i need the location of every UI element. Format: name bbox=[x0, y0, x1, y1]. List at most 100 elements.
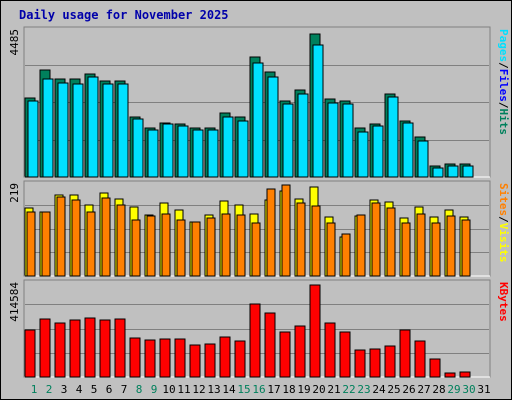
bar-kbytes-day-5 bbox=[84, 317, 96, 378]
bar-pages-day-9 bbox=[147, 129, 159, 178]
x-tick-day-14: 14 bbox=[222, 383, 236, 396]
bar-kbytes-day-2 bbox=[39, 318, 51, 378]
bar-kbytes-day-7 bbox=[114, 318, 126, 378]
bar-pages-day-13 bbox=[207, 129, 219, 178]
bar-sites-day-11 bbox=[176, 219, 186, 277]
bar-sites-day-2 bbox=[41, 211, 51, 277]
legend-item-hits: Hits bbox=[497, 109, 510, 136]
x-tick-day-9: 9 bbox=[151, 383, 158, 396]
bar-kbytes-day-27 bbox=[414, 340, 426, 378]
bar-sites-day-5 bbox=[86, 211, 96, 277]
bar-pages-day-24 bbox=[372, 125, 384, 178]
x-tick-day-27: 27 bbox=[417, 383, 430, 396]
x-tick-day-2: 2 bbox=[46, 383, 53, 396]
bar-kbytes-day-16 bbox=[249, 303, 261, 378]
x-tick-day-10: 10 bbox=[162, 383, 175, 396]
legend-item-pages: Pages bbox=[497, 29, 510, 62]
legend-kbytes: KBytes bbox=[497, 282, 510, 322]
legend-item-visits: Visits bbox=[497, 223, 510, 263]
bar-sites-day-24 bbox=[371, 202, 381, 277]
x-tick-day-6: 6 bbox=[106, 383, 113, 396]
bar-pages-day-27 bbox=[417, 140, 429, 178]
bar-sites-day-29 bbox=[446, 215, 456, 277]
x-tick-day-17: 17 bbox=[267, 383, 280, 396]
bar-kbytes-day-12 bbox=[189, 344, 201, 378]
x-tick-day-15: 15 bbox=[237, 383, 250, 396]
bar-sites-day-28 bbox=[431, 222, 441, 277]
bar-pages-day-15 bbox=[237, 120, 249, 178]
bar-sites-day-12 bbox=[191, 221, 201, 277]
bar-kbytes-day-4 bbox=[69, 319, 81, 378]
bar-kbytes-day-23 bbox=[354, 349, 366, 378]
bar-kbytes-day-13 bbox=[204, 343, 216, 378]
bar-pages-day-20 bbox=[312, 44, 324, 178]
bar-sites-day-7 bbox=[116, 204, 126, 277]
bar-sites-day-17 bbox=[266, 188, 276, 277]
bar-pages-day-10 bbox=[162, 123, 174, 178]
bar-pages-day-21 bbox=[327, 102, 339, 178]
x-tick-day-11: 11 bbox=[177, 383, 190, 396]
bar-pages-day-23 bbox=[357, 131, 369, 178]
bar-kbytes-day-10 bbox=[159, 338, 171, 378]
x-tick-day-31: 31 bbox=[477, 383, 490, 396]
bar-kbytes-day-17 bbox=[264, 312, 276, 378]
bar-sites-day-26 bbox=[401, 222, 411, 277]
x-tick-day-28: 28 bbox=[432, 383, 445, 396]
bar-pages-day-19 bbox=[297, 93, 309, 178]
bar-sites-day-10 bbox=[161, 213, 171, 277]
bar-pages-day-29 bbox=[447, 165, 459, 178]
x-tick-day-4: 4 bbox=[76, 383, 83, 396]
x-tick-day-22: 22 bbox=[342, 383, 355, 396]
x-tick-day-29: 29 bbox=[447, 383, 460, 396]
x-tick-day-21: 21 bbox=[327, 383, 340, 396]
bar-kbytes-day-28 bbox=[429, 358, 441, 378]
x-tick-day-16: 16 bbox=[252, 383, 265, 396]
bar-kbytes-day-19 bbox=[294, 325, 306, 378]
bar-pages-day-8 bbox=[132, 118, 144, 178]
bar-sites-day-9 bbox=[146, 215, 156, 277]
bar-pages-day-22 bbox=[342, 103, 354, 178]
legend-item-kbytes: KBytes bbox=[497, 282, 510, 322]
bar-sites-day-18 bbox=[281, 184, 291, 277]
x-tick-day-13: 13 bbox=[207, 383, 220, 396]
bar-pages-day-2 bbox=[42, 78, 54, 178]
bar-sites-day-14 bbox=[221, 213, 231, 277]
bar-kbytes-day-18 bbox=[279, 331, 291, 378]
bar-sites-day-1 bbox=[26, 211, 36, 277]
chart-title: Daily usage for November 2025 bbox=[19, 8, 229, 22]
bar-kbytes-day-20 bbox=[309, 284, 321, 378]
legend-hits-files-pages: Pages/Files/Hits bbox=[497, 29, 510, 135]
x-tick-day-18: 18 bbox=[282, 383, 295, 396]
x-tick-day-25: 25 bbox=[387, 383, 400, 396]
bar-pages-day-7 bbox=[117, 83, 129, 178]
bar-pages-day-30 bbox=[462, 165, 474, 178]
bar-pages-day-25 bbox=[387, 96, 399, 178]
bar-sites-day-25 bbox=[386, 207, 396, 277]
bar-kbytes-day-1 bbox=[24, 329, 36, 378]
bar-kbytes-day-24 bbox=[369, 348, 381, 378]
bar-pages-day-3 bbox=[57, 82, 69, 178]
x-tick-day-30: 30 bbox=[462, 383, 475, 396]
bar-pages-day-4 bbox=[72, 83, 84, 178]
bar-kbytes-day-15 bbox=[234, 340, 246, 378]
bar-kbytes-day-3 bbox=[54, 322, 66, 378]
x-tick-day-5: 5 bbox=[91, 383, 98, 396]
x-tick-day-26: 26 bbox=[402, 383, 415, 396]
bar-pages-day-11 bbox=[177, 125, 189, 178]
bar-pages-day-12 bbox=[192, 129, 204, 178]
bar-kbytes-day-29 bbox=[444, 372, 456, 378]
bar-sites-day-30 bbox=[461, 219, 471, 277]
bar-sites-day-15 bbox=[236, 214, 246, 277]
bar-sites-day-22 bbox=[341, 233, 351, 277]
bar-sites-day-8 bbox=[131, 219, 141, 277]
bar-pages-day-1 bbox=[27, 100, 39, 178]
ymax-label-kbytes: 414584 bbox=[8, 282, 21, 322]
bar-sites-day-23 bbox=[356, 214, 366, 277]
x-tick-day-3: 3 bbox=[61, 383, 68, 396]
x-tick-day-20: 20 bbox=[312, 383, 325, 396]
x-tick-day-12: 12 bbox=[192, 383, 205, 396]
bar-sites-day-20 bbox=[311, 205, 321, 277]
legend-item-sites: Sites bbox=[497, 183, 510, 216]
bar-sites-day-19 bbox=[296, 202, 306, 277]
bar-sites-day-6 bbox=[101, 197, 111, 277]
